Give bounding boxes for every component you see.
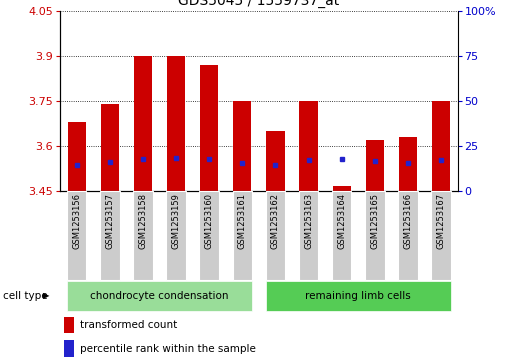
Text: GSM1253157: GSM1253157 bbox=[105, 193, 115, 249]
Bar bbox=[134, 56, 152, 191]
Bar bbox=[64, 317, 74, 333]
FancyBboxPatch shape bbox=[67, 281, 252, 311]
Text: GSM1253166: GSM1253166 bbox=[403, 193, 413, 249]
Bar bbox=[432, 101, 450, 191]
FancyBboxPatch shape bbox=[266, 191, 285, 280]
Text: GSM1253167: GSM1253167 bbox=[437, 193, 446, 249]
Text: GSM1253163: GSM1253163 bbox=[304, 193, 313, 249]
FancyBboxPatch shape bbox=[133, 191, 153, 280]
Bar bbox=[167, 56, 185, 191]
Bar bbox=[266, 131, 285, 191]
FancyBboxPatch shape bbox=[266, 281, 451, 311]
FancyBboxPatch shape bbox=[233, 191, 252, 280]
Bar bbox=[366, 140, 384, 191]
FancyBboxPatch shape bbox=[365, 191, 384, 280]
Text: GSM1253158: GSM1253158 bbox=[139, 193, 147, 249]
Bar bbox=[200, 65, 218, 191]
FancyBboxPatch shape bbox=[166, 191, 186, 280]
FancyBboxPatch shape bbox=[431, 191, 451, 280]
FancyBboxPatch shape bbox=[299, 191, 319, 280]
Text: GSM1253159: GSM1253159 bbox=[172, 193, 180, 249]
FancyBboxPatch shape bbox=[398, 191, 418, 280]
Text: GSM1253162: GSM1253162 bbox=[271, 193, 280, 249]
Text: chondrocyte condensation: chondrocyte condensation bbox=[90, 291, 229, 301]
Text: GSM1253165: GSM1253165 bbox=[370, 193, 379, 249]
Text: percentile rank within the sample: percentile rank within the sample bbox=[80, 344, 256, 354]
Text: GSM1253156: GSM1253156 bbox=[72, 193, 81, 249]
Text: cell type: cell type bbox=[3, 291, 47, 301]
FancyBboxPatch shape bbox=[199, 191, 219, 280]
Text: remaining limb cells: remaining limb cells bbox=[305, 291, 411, 301]
Text: transformed count: transformed count bbox=[80, 320, 177, 330]
Bar bbox=[333, 186, 351, 191]
Bar bbox=[300, 101, 317, 191]
FancyBboxPatch shape bbox=[67, 191, 86, 280]
Title: GDS5045 / 1559737_at: GDS5045 / 1559737_at bbox=[178, 0, 339, 8]
Bar bbox=[67, 122, 86, 191]
Bar bbox=[64, 340, 74, 357]
FancyBboxPatch shape bbox=[100, 191, 120, 280]
Text: GSM1253160: GSM1253160 bbox=[204, 193, 214, 249]
Bar bbox=[399, 136, 417, 191]
Text: GSM1253161: GSM1253161 bbox=[238, 193, 247, 249]
Text: ▶: ▶ bbox=[43, 291, 49, 300]
Bar bbox=[101, 104, 119, 191]
FancyBboxPatch shape bbox=[332, 191, 351, 280]
Bar bbox=[233, 101, 252, 191]
Text: GSM1253164: GSM1253164 bbox=[337, 193, 346, 249]
